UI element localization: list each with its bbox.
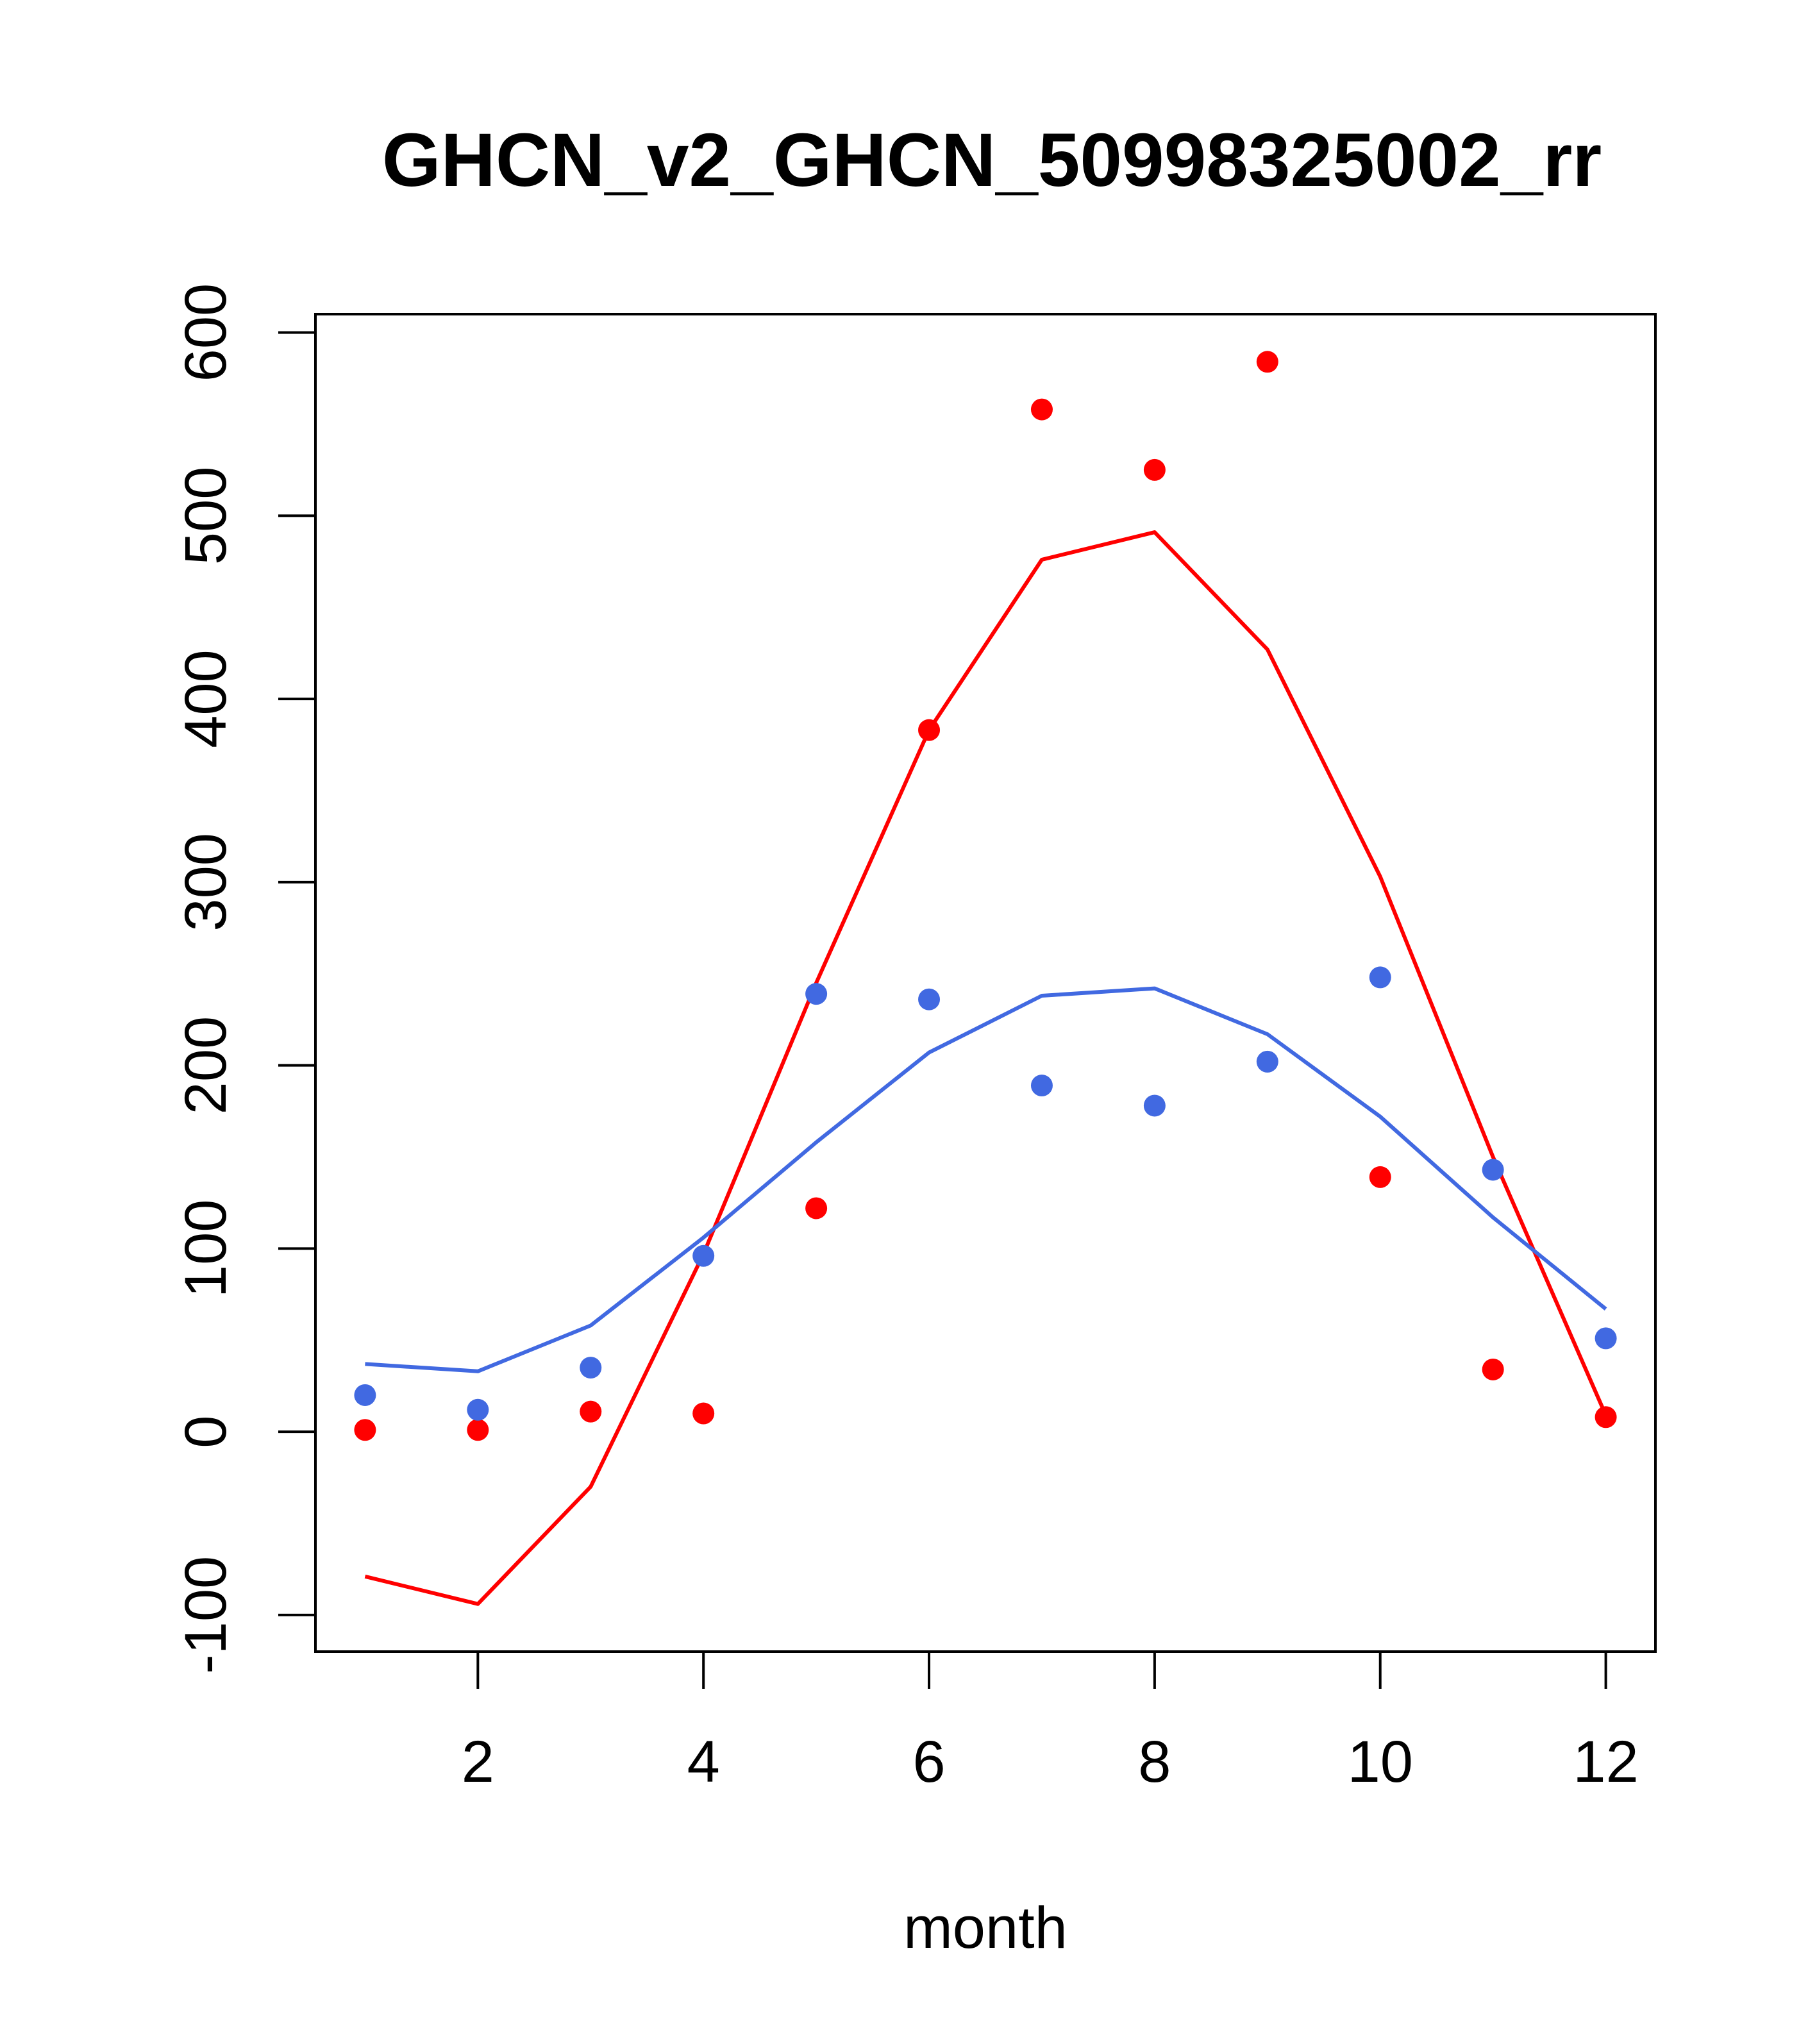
data-point bbox=[1030, 398, 1053, 421]
series-layer bbox=[354, 351, 1617, 1606]
data-point bbox=[1256, 351, 1278, 373]
data-point bbox=[918, 988, 941, 1010]
data-point bbox=[918, 719, 941, 741]
y-axis: -100 0 100 200 300 400 500 600 bbox=[173, 283, 317, 1674]
x-tick-label: 12 bbox=[1573, 1729, 1638, 1795]
data-point bbox=[1369, 1166, 1391, 1188]
plot-frame bbox=[314, 313, 1657, 1653]
x-tick-label: 2 bbox=[462, 1729, 494, 1795]
data-point bbox=[1256, 1050, 1278, 1073]
data-point bbox=[354, 1384, 376, 1406]
x-axis: 2 4 6 8 10 12 bbox=[462, 1650, 1639, 1795]
data-point bbox=[692, 1244, 715, 1267]
y-tick-label: 200 bbox=[173, 1016, 239, 1115]
x-tick-label: 4 bbox=[687, 1729, 720, 1795]
data-point bbox=[1143, 1094, 1166, 1117]
x-tick-label: 10 bbox=[1348, 1729, 1413, 1795]
data-point bbox=[1595, 1327, 1617, 1350]
x-axis-label: month bbox=[903, 1895, 1068, 1961]
data-point bbox=[1143, 458, 1166, 481]
data-point bbox=[467, 1419, 489, 1441]
data-point bbox=[805, 983, 828, 1005]
y-tick-label: 0 bbox=[173, 1416, 239, 1448]
y-tick-label: 600 bbox=[173, 283, 239, 382]
data-point bbox=[1482, 1159, 1504, 1181]
x-tick-label: 6 bbox=[912, 1729, 945, 1795]
data-point bbox=[1595, 1406, 1617, 1428]
data-point bbox=[580, 1400, 602, 1423]
chart-title: GHCN_v2_GHCN_50998325002_rr bbox=[382, 118, 1602, 203]
data-point bbox=[1482, 1358, 1504, 1380]
y-tick-label: 100 bbox=[173, 1200, 239, 1298]
x-tick-label: 8 bbox=[1138, 1729, 1171, 1795]
y-tick-label: -100 bbox=[173, 1556, 239, 1674]
data-point bbox=[1369, 966, 1391, 989]
series-line-1 bbox=[365, 986, 1607, 1373]
data-point bbox=[692, 1402, 715, 1425]
y-tick-label: 300 bbox=[173, 833, 239, 932]
y-tick-label: 400 bbox=[173, 649, 239, 748]
data-point bbox=[580, 1357, 602, 1379]
data-point bbox=[354, 1419, 376, 1441]
data-point bbox=[1030, 1075, 1053, 1097]
data-point bbox=[805, 1197, 828, 1219]
data-point bbox=[467, 1398, 489, 1421]
y-tick-label: 500 bbox=[173, 467, 239, 565]
series-line-0 bbox=[364, 530, 1608, 1606]
